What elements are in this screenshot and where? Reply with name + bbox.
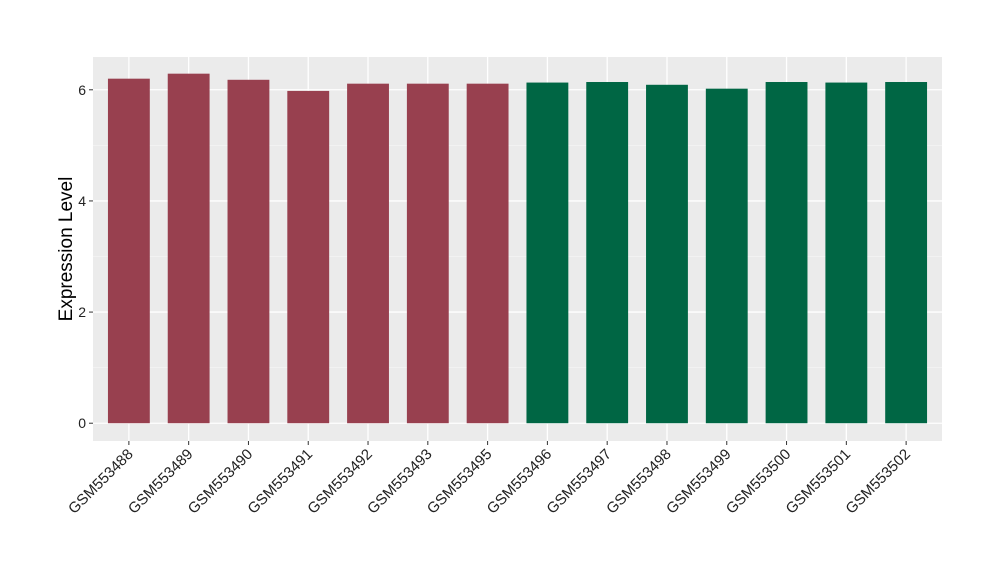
bar (705, 88, 748, 424)
y-tick-label: 0 (78, 415, 86, 431)
bar (287, 90, 330, 424)
bar (526, 82, 569, 424)
bar (107, 78, 150, 424)
bar (167, 73, 210, 424)
plot-panel (93, 57, 942, 441)
bar (885, 82, 928, 424)
bar (227, 79, 270, 424)
y-axis-title: Expression Level (56, 177, 77, 322)
x-tick-label: GSM553502 (842, 446, 914, 518)
bar (406, 83, 449, 424)
bar (765, 82, 808, 424)
bar (466, 83, 509, 424)
bar (646, 84, 688, 424)
bar (825, 82, 868, 424)
bar (347, 83, 389, 424)
y-tick-label: 2 (78, 304, 86, 320)
y-tick-label: 6 (78, 82, 86, 98)
y-tick-label: 4 (78, 193, 86, 209)
bar (586, 82, 629, 424)
